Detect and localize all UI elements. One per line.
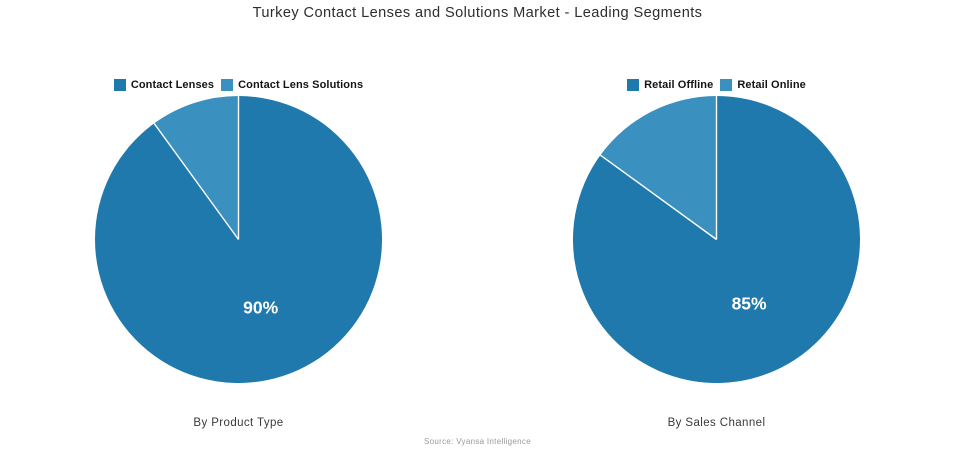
- legend-swatch-icon: [627, 79, 640, 91]
- legend-sales-channel: Retail Offline Retail Online: [478, 79, 955, 91]
- legend-item-retail-online: Retail Online: [720, 79, 806, 91]
- legend-label: Contact Lenses: [130, 79, 215, 91]
- legend-swatch-icon: [221, 79, 234, 91]
- pie-value-label: 85%: [732, 293, 767, 313]
- pie-chart-product-type: 90%: [95, 96, 382, 383]
- pie-caption: By Sales Channel: [667, 417, 766, 429]
- pie-slice-contact-lens-solutions: [154, 96, 239, 240]
- chart-title: Turkey Contact Lenses and Solutions Mark…: [252, 5, 703, 21]
- pie-caption: By Product Type: [193, 417, 284, 429]
- legend-label: Retail Offline: [644, 79, 714, 91]
- legend-swatch-icon: [720, 79, 733, 91]
- legend-swatch-icon: [113, 79, 126, 91]
- pie-value-label: 90%: [243, 298, 278, 318]
- legend-item-retail-offline: Retail Offline: [627, 79, 713, 91]
- pie-chart-sales-channel: 85%: [573, 96, 860, 383]
- slice-divider-line: [599, 154, 717, 241]
- pie-slice-retail-offline: [573, 96, 860, 383]
- slice-divider-line: [153, 122, 240, 240]
- source-note: Source: Vyansa Intelligence: [424, 437, 531, 446]
- legend-item-contact-lens-solutions: Contact Lens Solutions: [221, 79, 363, 91]
- legend-label: Retail Online: [737, 79, 806, 91]
- pie-panel-product-type: Contact Lenses Contact Lens Solutions 90…: [0, 0, 477, 454]
- legend-label: Contact Lens Solutions: [238, 79, 364, 91]
- pie-panel-sales-channel: Retail Offline Retail Online 85% By Sale…: [478, 0, 955, 454]
- legend-product-type: Contact Lenses Contact Lens Solutions: [0, 79, 477, 91]
- legend-item-contact-lenses: Contact Lenses: [113, 79, 215, 91]
- pie-slice-retail-online: [600, 96, 717, 240]
